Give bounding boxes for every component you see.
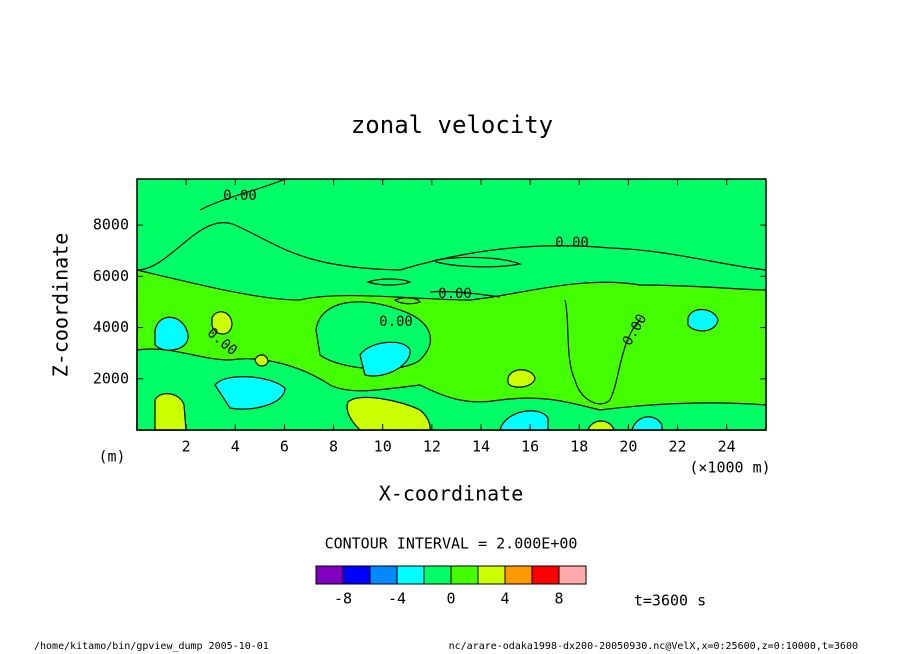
- x-tick-label: 6: [280, 438, 289, 456]
- x-tick-label: 24: [718, 438, 736, 456]
- y-tick-label: 8000: [93, 216, 129, 234]
- region: [136, 348, 767, 431]
- region: [346, 396, 431, 431]
- colorbar-tick-label: 4: [500, 590, 509, 608]
- contour-interval: CONTOUR INTERVAL = 2.000E+00: [325, 535, 578, 553]
- colorbar-cell: [531, 565, 560, 585]
- contour-label: 0.00: [379, 314, 413, 330]
- region: [359, 341, 411, 377]
- x-tick-label: 14: [472, 438, 490, 456]
- contour-label: 0.00: [438, 286, 472, 302]
- colorbar-cell: [450, 565, 479, 585]
- contour-label: 0.00: [555, 235, 589, 251]
- x-tick-label: 22: [669, 438, 687, 456]
- colorbar-cell: [504, 565, 533, 585]
- colorbar-tick-label: 0: [446, 590, 455, 608]
- colorbar-cell: [558, 565, 587, 585]
- chart-title: zonal velocity: [351, 111, 553, 139]
- region: [154, 393, 187, 431]
- x-tick-label: 20: [619, 438, 637, 456]
- contour-label: 0.00: [223, 188, 257, 204]
- x-tick-label: 2: [182, 438, 191, 456]
- region: [211, 311, 233, 335]
- region: [687, 309, 719, 332]
- region: [154, 316, 189, 351]
- x-tick-label: 8: [329, 438, 338, 456]
- region: [254, 354, 269, 367]
- colorbar-cell: [315, 565, 344, 585]
- colorbar-tick-label: -4: [388, 590, 406, 608]
- colorbar-cell: [423, 565, 452, 585]
- y-axis-label: Z-coordinate: [49, 233, 73, 378]
- colorbar-cell: [342, 565, 371, 585]
- y-unit: (m): [98, 448, 125, 466]
- region: [631, 416, 663, 431]
- contour-line: [136, 178, 767, 271]
- x-tick-label: 16: [521, 438, 539, 456]
- x-tick-label: 18: [570, 438, 588, 456]
- colorbar-cell: [369, 565, 398, 585]
- footer-left: /home/kitamo/bin/gpview_dump 2005-10-01: [34, 641, 269, 652]
- contour-field: 0.00 0.00 0.00 0.00 0.00 0.00: [136, 178, 767, 431]
- x-tick-label: 4: [231, 438, 240, 456]
- region: [214, 376, 286, 410]
- region: [499, 410, 549, 431]
- colorbar-tick-label: 8: [554, 590, 563, 608]
- contour-line: [564, 299, 641, 405]
- plot-frame: [136, 178, 767, 431]
- y-tick-label: 4000: [93, 318, 129, 336]
- x-axis-label: X-coordinate: [379, 482, 524, 506]
- colorbar-cell: [477, 565, 506, 585]
- colorbar-cell: [396, 565, 425, 585]
- x-tick-label: 10: [374, 438, 392, 456]
- y-tick-label: 2000: [93, 369, 129, 387]
- time-label: t=3600 s: [634, 592, 706, 610]
- footer-right: nc/arare-odaka1998-dx200-20050930.nc@Vel…: [449, 641, 858, 652]
- region: [507, 369, 536, 388]
- y-tick-label: 6000: [93, 267, 129, 285]
- contour-line: [366, 256, 523, 305]
- x-tick-label: 12: [423, 438, 441, 456]
- x-unit: (×1000 m): [689, 459, 770, 477]
- colorbar-tick-label: -8: [334, 590, 352, 608]
